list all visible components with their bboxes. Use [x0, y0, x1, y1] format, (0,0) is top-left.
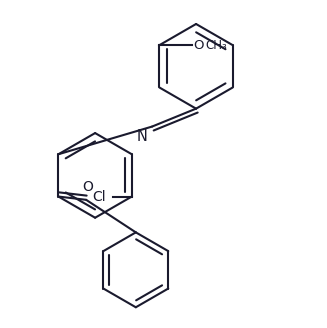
Text: CH₃: CH₃	[205, 39, 227, 51]
Text: Cl: Cl	[92, 190, 106, 204]
Text: O: O	[194, 39, 204, 51]
Text: N: N	[137, 129, 148, 144]
Text: O: O	[82, 180, 93, 195]
